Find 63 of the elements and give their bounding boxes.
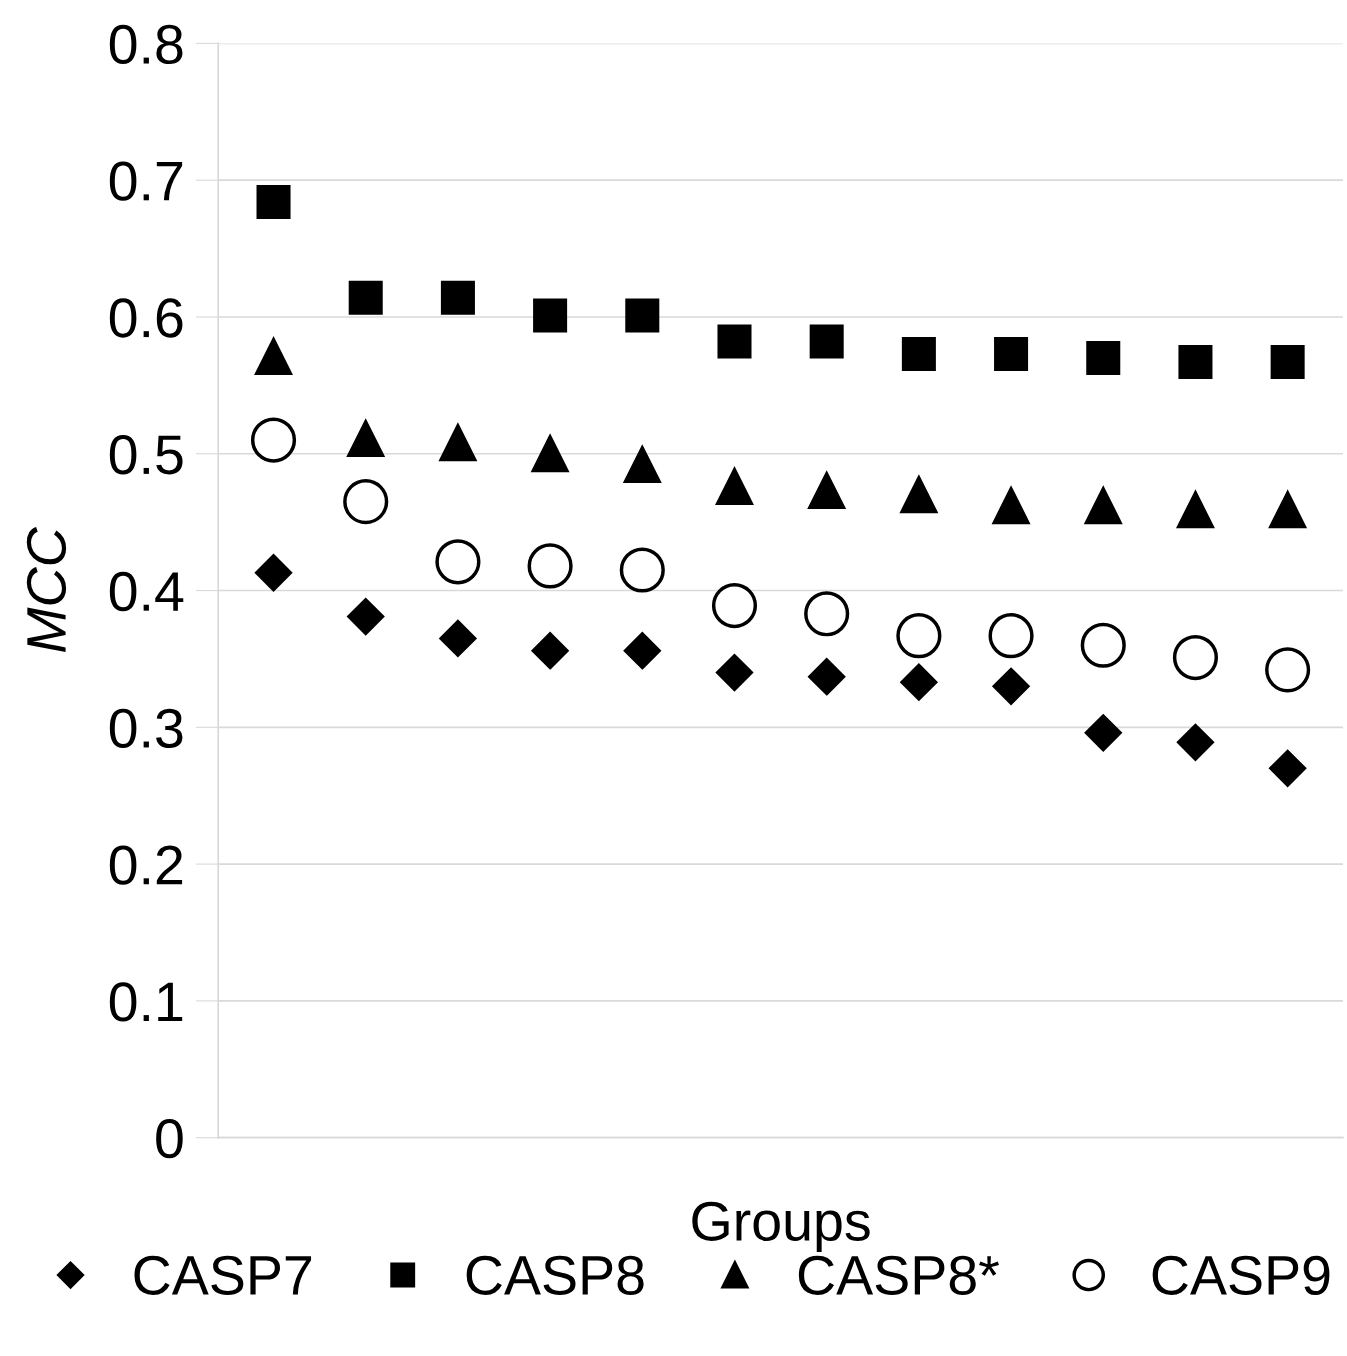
y-tick-label: 0.7	[109, 161, 183, 201]
point	[900, 663, 938, 701]
point	[250, 417, 297, 463]
point	[255, 338, 292, 376]
point	[1178, 345, 1213, 380]
point	[1177, 491, 1214, 529]
y-tick-label: 0.1	[109, 982, 183, 1022]
y-tick-label: 0.6	[109, 298, 183, 338]
point	[343, 479, 389, 525]
point	[1265, 647, 1311, 693]
point	[1080, 622, 1126, 668]
point	[1086, 340, 1121, 376]
point	[1177, 723, 1214, 761]
legend-label: CASP8*	[798, 1255, 999, 1296]
y-tick-label: 0.2	[109, 845, 183, 885]
legend-label: CASP7	[134, 1255, 312, 1296]
point	[711, 583, 758, 629]
legend-label: CASP8	[466, 1255, 644, 1296]
point	[1084, 487, 1122, 525]
legend-label: CASP9	[1152, 1255, 1330, 1296]
point	[347, 420, 385, 458]
y-tick-label: 0	[156, 1119, 183, 1159]
point	[1084, 714, 1122, 752]
point	[255, 554, 292, 592]
point	[716, 468, 753, 505]
point	[1270, 345, 1305, 380]
point	[992, 667, 1030, 705]
y-axis-title: MCC	[26, 526, 67, 653]
point	[994, 336, 1029, 371]
point	[625, 298, 660, 333]
point	[1269, 749, 1307, 787]
point	[896, 613, 942, 659]
point	[988, 613, 1034, 659]
point	[992, 487, 1030, 525]
point	[440, 280, 475, 315]
point	[809, 324, 844, 359]
point	[348, 280, 383, 315]
point	[256, 185, 291, 220]
point	[439, 424, 477, 462]
point	[439, 619, 477, 657]
point	[623, 632, 661, 670]
point	[527, 543, 573, 589]
y-tick-label: 0.3	[109, 708, 183, 748]
point	[1269, 491, 1307, 529]
point	[717, 324, 752, 359]
point	[808, 658, 846, 696]
point	[533, 298, 568, 333]
point	[804, 591, 850, 637]
y-tick-label: 0.4	[109, 571, 184, 612]
point	[531, 632, 569, 670]
point	[1172, 634, 1219, 681]
point	[619, 547, 665, 593]
point	[531, 435, 569, 473]
point	[347, 598, 385, 635]
point	[808, 472, 846, 510]
point	[901, 336, 936, 371]
point	[435, 539, 481, 585]
point	[623, 446, 661, 484]
x-axis-title: Groups	[692, 1201, 870, 1252]
point	[900, 476, 938, 514]
y-tick-label: 0.5	[109, 435, 183, 475]
point	[716, 654, 753, 692]
y-tick-label: 0.8	[109, 24, 183, 65]
